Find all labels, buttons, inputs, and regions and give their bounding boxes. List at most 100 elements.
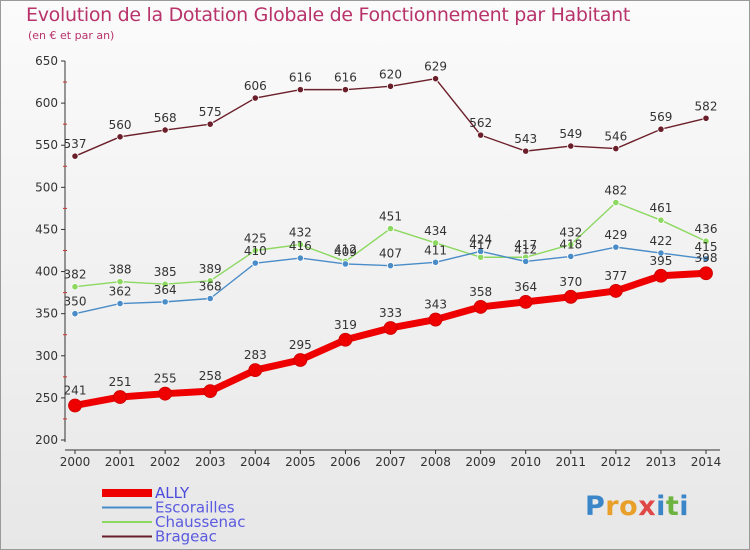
data-label-ally: 358 (469, 285, 492, 299)
logo-letter: i (679, 491, 690, 522)
data-label-ally: 398 (695, 251, 718, 265)
data-label-escorailles: 429 (604, 228, 627, 242)
y-tick-label: 200 (35, 433, 58, 447)
logo-letter: o (619, 491, 639, 522)
data-label-brageac: 543 (514, 132, 537, 146)
x-tick-label: 2008 (420, 455, 451, 469)
data-point-chaussenac (431, 239, 440, 247)
x-tick-label: 2004 (240, 455, 271, 469)
data-label-brageac: 562 (469, 116, 492, 130)
data-point-brageac (386, 82, 395, 90)
data-point-escorailles (116, 299, 124, 308)
data-point-ally (383, 321, 398, 335)
data-label-chaussenac: 388 (109, 263, 132, 277)
data-label-chaussenac: 417 (514, 238, 537, 252)
data-label-chaussenac: 385 (154, 265, 177, 279)
data-label-ally: 241 (64, 383, 87, 397)
data-label-chaussenac: 482 (604, 183, 627, 197)
data-label-ally: 295 (289, 338, 312, 352)
data-label-ally: 258 (199, 369, 222, 383)
data-label-ally: 319 (334, 318, 357, 332)
data-point-brageac (567, 142, 575, 150)
y-tick-label: 650 (35, 54, 58, 68)
data-point-ally (473, 300, 488, 314)
legend-label-chaussenac: Chaussenac (155, 513, 245, 531)
data-label-escorailles: 364 (154, 283, 177, 297)
data-point-escorailles (657, 249, 665, 257)
x-tick-label: 2003 (195, 455, 226, 469)
logo-letter: P (585, 491, 606, 522)
data-point-ally (293, 353, 308, 367)
logo-letter: t (665, 491, 680, 522)
data-point-brageac (657, 125, 665, 133)
data-label-brageac: 582 (695, 99, 718, 113)
x-tick-label: 2012 (601, 455, 632, 469)
data-label-ally: 395 (649, 254, 672, 268)
x-tick-label: 2006 (330, 455, 361, 469)
data-label-chaussenac: 425 (244, 232, 267, 246)
x-tick-label: 2005 (285, 455, 316, 469)
data-point-brageac (702, 114, 710, 122)
x-tick-label: 2010 (510, 455, 541, 469)
proxiti-logo: Proxiti (585, 491, 689, 522)
data-label-ally: 343 (424, 298, 447, 312)
data-label-brageac: 575 (199, 105, 222, 119)
data-point-chaussenac (702, 237, 710, 245)
data-point-escorailles (341, 260, 350, 268)
y-tick-label: 400 (35, 265, 58, 279)
x-tick-label: 2007 (375, 455, 406, 469)
data-point-chaussenac (612, 198, 620, 207)
data-point-escorailles (71, 310, 79, 318)
legend-label-escorailles: Escorailles (155, 499, 235, 517)
data-point-escorailles (161, 298, 169, 306)
data-label-chaussenac: 432 (559, 226, 582, 240)
data-label-escorailles: 415 (695, 240, 718, 254)
data-point-chaussenac (161, 280, 169, 288)
data-label-brageac: 569 (649, 110, 672, 124)
data-label-brageac: 546 (604, 130, 627, 144)
data-label-chaussenac: 389 (199, 262, 222, 276)
data-point-ally (654, 268, 668, 283)
data-point-chaussenac (296, 241, 304, 249)
data-point-brageac (161, 126, 169, 134)
data-label-ally: 370 (559, 275, 582, 289)
data-label-brageac: 568 (154, 111, 177, 125)
data-point-escorailles (431, 258, 440, 266)
data-point-brageac (71, 152, 79, 160)
data-label-ally: 255 (154, 372, 177, 386)
data-label-ally: 283 (244, 348, 267, 362)
data-label-ally: 364 (514, 280, 537, 294)
data-label-brageac: 537 (64, 137, 87, 151)
data-point-brageac (341, 86, 350, 94)
data-label-chaussenac: 417 (469, 238, 492, 252)
data-label-brageac: 549 (559, 127, 582, 141)
data-point-escorailles (612, 243, 620, 251)
data-label-chaussenac: 461 (649, 201, 672, 215)
data-label-brageac: 606 (244, 79, 267, 93)
data-point-ally (158, 386, 173, 401)
data-label-chaussenac: 432 (289, 226, 312, 240)
data-label-chaussenac: 434 (424, 224, 447, 238)
data-label-escorailles: 422 (649, 234, 672, 248)
data-point-brageac (116, 133, 124, 141)
data-point-escorailles (567, 252, 575, 260)
x-tick-label: 2000 (60, 455, 91, 469)
y-tick-label: 550 (35, 138, 58, 152)
data-point-chaussenac (657, 216, 665, 224)
x-tick-label: 2009 (465, 455, 496, 469)
data-point-ally (113, 390, 127, 404)
data-point-ally (563, 289, 578, 304)
data-label-brageac: 560 (109, 118, 132, 132)
data-label-brageac: 616 (289, 71, 312, 85)
data-point-chaussenac (251, 246, 259, 255)
data-label-escorailles: 424 (469, 232, 492, 246)
data-label-chaussenac: 382 (64, 268, 87, 282)
data-label-escorailles: 407 (379, 247, 402, 261)
data-point-ally (608, 284, 623, 298)
data-point-escorailles (702, 255, 710, 263)
legend-label-brageac: Brageac (155, 528, 217, 546)
x-tick-label: 2011 (556, 455, 587, 469)
logo-letter: r (605, 491, 620, 522)
data-point-brageac (431, 75, 440, 83)
